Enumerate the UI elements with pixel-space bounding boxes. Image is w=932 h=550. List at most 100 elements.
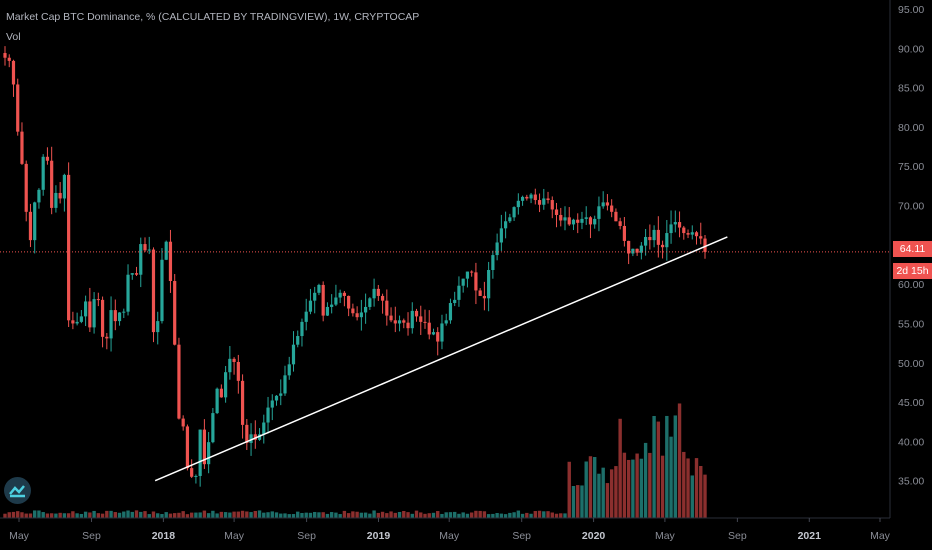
volume-bar — [88, 512, 92, 518]
volume-bar — [202, 510, 207, 518]
candle-body — [364, 306, 368, 313]
candle-body — [406, 322, 410, 329]
candle-body — [703, 238, 707, 252]
volume-bar — [342, 510, 347, 518]
candle-body — [639, 245, 643, 253]
volume-bar — [410, 513, 414, 518]
candle-body — [198, 429, 202, 476]
volume-bar — [312, 511, 317, 518]
y-tick-label: 95.00 — [898, 4, 924, 16]
candle-body — [147, 249, 151, 251]
candle-body — [20, 131, 24, 164]
volume-bar — [478, 510, 482, 518]
candle-body — [194, 475, 198, 477]
volume-bar — [452, 511, 457, 518]
x-axis[interactable]: May Sep 2018 May Sep 2019 May Sep 2020 May Sep 2021… — [9, 518, 891, 542]
volume-bar — [376, 512, 381, 518]
y-tick-label: 70.00 — [898, 201, 924, 213]
x-tick-label: Sep — [512, 530, 531, 542]
candle-body — [414, 310, 419, 317]
candle-body — [631, 248, 635, 254]
volume-bar — [245, 511, 249, 518]
candle-body — [533, 194, 537, 201]
candle-body — [694, 232, 699, 237]
candle-body — [635, 248, 639, 253]
candle-body — [648, 236, 652, 241]
volume-bar — [503, 514, 508, 518]
volume-bar — [274, 512, 279, 518]
volume-bar — [105, 510, 109, 518]
volume-bar — [631, 459, 635, 518]
candle-body — [389, 315, 393, 321]
volume-label: Vol — [6, 31, 21, 43]
last-price-tag: 64.11 — [893, 241, 932, 257]
volume-bar — [584, 461, 588, 518]
candle-body — [482, 295, 486, 299]
volume-bar — [83, 511, 88, 518]
candle-body — [347, 295, 351, 309]
volume-bar — [329, 512, 334, 518]
volume-bar — [571, 485, 576, 518]
candle-body — [240, 380, 245, 425]
volume-bar — [537, 510, 542, 518]
candle-body — [33, 202, 37, 241]
candle-body — [11, 60, 16, 85]
y-tick-label: 85.00 — [898, 83, 924, 95]
candle-body — [330, 304, 334, 307]
volume-bar — [66, 513, 71, 518]
volume-bar — [359, 512, 364, 518]
volume-bar — [677, 403, 682, 518]
candle-body — [92, 299, 96, 328]
candle-body — [45, 156, 50, 161]
volume-bar — [58, 512, 62, 518]
volume-bar — [300, 512, 304, 518]
volume-bar — [423, 513, 427, 518]
volume-bar — [11, 511, 16, 518]
volume-bar — [75, 513, 79, 518]
volume-bar — [491, 513, 495, 518]
volume-bar — [338, 514, 342, 518]
candle-body — [88, 301, 92, 328]
candle-body — [491, 255, 495, 271]
x-tick-label: May — [224, 530, 245, 542]
volume-bar — [699, 466, 703, 518]
candle-body — [130, 273, 134, 275]
volume-bar — [520, 513, 525, 518]
volume-bar — [79, 513, 84, 518]
volume-bar — [380, 511, 385, 518]
candle-body — [71, 320, 75, 324]
volume-bar — [3, 513, 7, 518]
volume-bar — [431, 512, 436, 518]
candle-body — [419, 316, 423, 322]
volume-bar — [614, 466, 618, 518]
candle-body — [156, 321, 160, 333]
volume-bar — [703, 474, 707, 518]
candle-body — [207, 442, 211, 465]
candle-body — [16, 84, 20, 132]
candle-body — [334, 297, 338, 305]
volume-bar — [126, 510, 130, 518]
candle-body — [597, 206, 601, 219]
tradingview-logo-icon[interactable] — [4, 477, 31, 504]
volume-bar — [236, 511, 241, 518]
candle-body — [3, 53, 7, 58]
volume-bar — [559, 513, 563, 518]
candle-body — [262, 422, 266, 435]
candle-body — [96, 299, 100, 301]
candle-body — [444, 320, 448, 324]
volume-bar — [211, 510, 215, 518]
candle-body — [266, 407, 270, 423]
volume-bar — [100, 513, 105, 518]
volume-bar — [168, 513, 173, 518]
candle-body — [202, 429, 206, 465]
candle-body — [296, 336, 300, 345]
volume-bar — [206, 513, 211, 518]
candle-body — [321, 284, 325, 316]
volume-bar — [588, 456, 593, 518]
trendline[interactable] — [154, 236, 728, 482]
candle-body — [559, 214, 563, 221]
candle-body — [457, 285, 461, 300]
candle-body — [376, 288, 380, 296]
candle-body — [563, 217, 567, 221]
